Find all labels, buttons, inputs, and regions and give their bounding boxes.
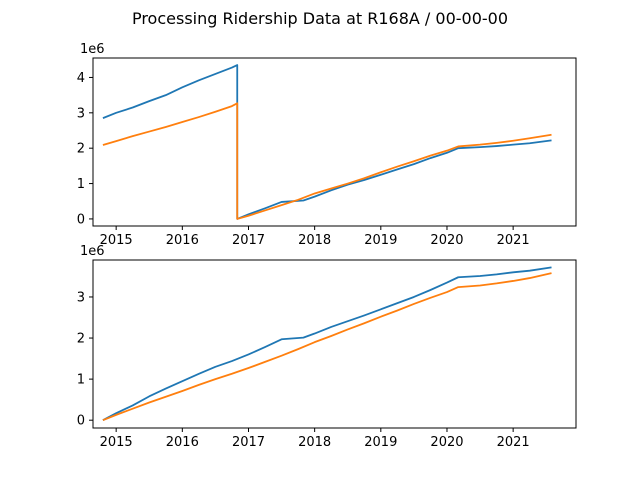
y-tick-label: 1 (77, 177, 85, 192)
series-line-2 (102, 272, 552, 422)
x-tick-label: 2015 (100, 435, 133, 450)
top-subplot: 2015 2016 2017 2018 2019 2020 2021 0 1 2 3 4 1e6 (77, 42, 577, 248)
y-tick-label: 3 (77, 106, 85, 121)
y-scale-label: 1e6 (80, 42, 105, 57)
y-tick-label: 4 (77, 71, 85, 86)
figure-title: Processing Ridership Data at R168A / 00-… (132, 9, 508, 28)
bottom-subplot: 2015 2016 2017 2018 2019 2020 2021 0 1 2 3 1e6 (77, 244, 577, 450)
x-tick-label: 2018 (298, 233, 331, 248)
x-tick-label: 2019 (364, 435, 397, 450)
series-line-1 (102, 64, 552, 220)
y-scale-label: 1e6 (80, 244, 105, 259)
y-tick-label: 1 (77, 373, 85, 388)
y-tick-label: 0 (77, 212, 85, 227)
axes-frame (92, 259, 577, 429)
x-tick-label: 2021 (497, 435, 530, 450)
x-tick-label: 2016 (166, 435, 199, 450)
x-tick-label: 2017 (232, 233, 265, 248)
series-line-1 (102, 266, 552, 421)
axes-frame (92, 57, 577, 227)
series-line-2 (102, 102, 552, 220)
y-tick-label: 2 (77, 332, 85, 347)
x-tick-label: 2020 (430, 435, 463, 450)
x-tick-label: 2017 (232, 435, 265, 450)
x-tick-label: 2021 (497, 233, 530, 248)
x-tick-label: 2019 (364, 233, 397, 248)
x-tick-label: 2018 (298, 435, 331, 450)
y-tick-label: 3 (77, 290, 85, 305)
x-tick-label: 2015 (100, 233, 133, 248)
y-tick-label: 0 (77, 414, 85, 429)
y-tick-label: 2 (77, 142, 85, 157)
x-tick-label: 2020 (430, 233, 463, 248)
x-tick-label: 2016 (166, 233, 199, 248)
